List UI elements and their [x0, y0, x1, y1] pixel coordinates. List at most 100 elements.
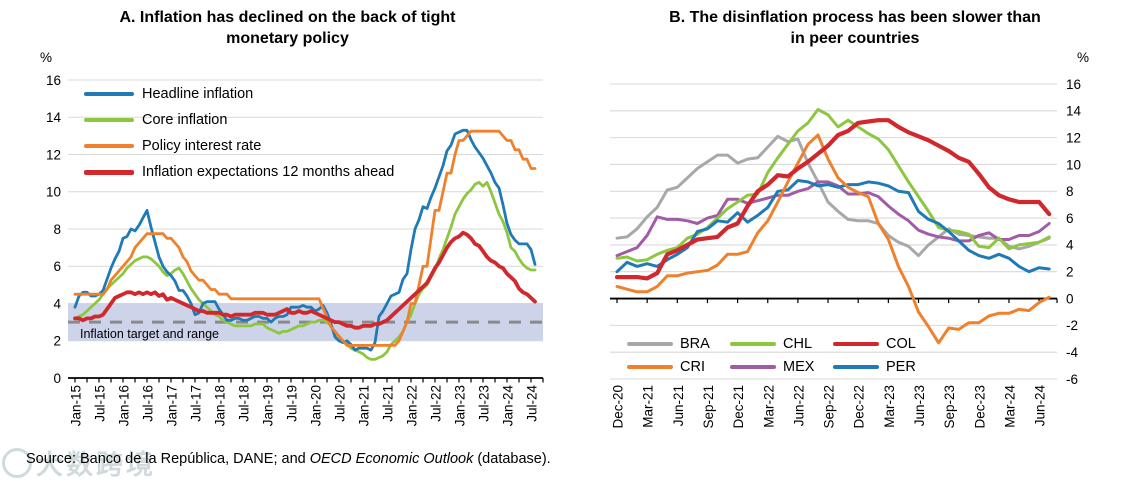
legend-row-1: BRA CHL COL [627, 332, 936, 355]
panel-b-chart: -6 -4 -2 0 2 4 6 8 10 12 14 16% Dec-20 Mar-21 Jun-21 Se… [610, 50, 1089, 429]
panel-a-title-line2: monetary policy [226, 30, 349, 48]
y-tick-label: 10 [46, 185, 61, 200]
legend-label: Policy interest rate [142, 138, 262, 154]
x-tick-label: Jul-21 [381, 385, 396, 422]
y-tick-label: 12 [46, 147, 61, 162]
panel-a-title: A. Inflation has declined on the back of… [70, 7, 505, 49]
source-prefix: Source: Banco de la República, DANE; and [26, 451, 310, 467]
x-tick-label: Sep-22 [822, 385, 837, 429]
per-legend-swatch [833, 364, 879, 369]
series-line-mex [615, 180, 1051, 258]
watermark-text: 大数跨境 [36, 450, 156, 480]
series-line-per [615, 179, 1051, 274]
x-tick-label: Jun-23 [912, 385, 927, 426]
legend-label: PER [886, 358, 916, 375]
x-tick-label: Jul-24 [525, 385, 540, 422]
policy-interest-rate-legend-swatch [84, 144, 134, 148]
legend-item-col: COL [833, 336, 936, 352]
x-tick-label: Jul-18 [237, 385, 252, 422]
panel-a-legend: Headline inflation Core inflation Policy… [84, 81, 394, 185]
legend-label: COL [886, 335, 916, 352]
x-tick-label: Jan-15 [69, 385, 84, 426]
y-tick-label: 0 [1066, 291, 1074, 306]
y-tick-label: -4 [1066, 345, 1078, 360]
y-tick-label: 14 [1066, 104, 1082, 119]
y-tick-label: 0 [53, 371, 61, 386]
y-tick-label: 8 [1066, 184, 1074, 199]
x-tick-label: Jul-17 [189, 385, 204, 422]
y-tick-label: 6 [1066, 211, 1074, 226]
x-tick-label: Jul-16 [141, 385, 156, 422]
series-line-policy-interest-rate [73, 129, 537, 347]
y-tick-label: 2 [53, 334, 61, 349]
y-tick-label: 14 [46, 110, 62, 125]
x-tick-label: Jan-16 [117, 385, 132, 426]
x-tick-label: Sep-21 [701, 385, 716, 429]
panel-b-legend: BRA CHL COL CRI MEX PER [627, 332, 936, 378]
legend-item-bra: BRA [627, 336, 730, 352]
x-tick-label: Jan-17 [165, 385, 180, 426]
source-suffix: (database). [473, 451, 551, 467]
x-tick-label: Mar-23 [882, 385, 897, 428]
series-line-headline-inflation [73, 128, 537, 352]
x-tick-label: Mar-24 [1002, 385, 1017, 428]
x-tick-label: Jan-23 [453, 385, 468, 426]
legend-item-headline-inflation: Headline inflation [84, 81, 394, 107]
legend-label: BRA [680, 335, 710, 352]
x-tick-label: Jul-22 [429, 385, 444, 422]
panel-b-title-line1: B. The disinflation process has been slo… [669, 9, 1041, 26]
x-tick-label: Jun-22 [791, 385, 806, 426]
legend-item-per: PER [833, 359, 936, 375]
legend-label: Inflation expectations 12 months ahead [142, 164, 395, 180]
x-tick-label: Jan-22 [405, 385, 420, 426]
y-tick-label: -2 [1066, 318, 1078, 333]
x-tick-label: Jan-19 [261, 385, 276, 426]
legend-label: Core inflation [142, 112, 228, 128]
y-tick-label: 12 [1066, 130, 1081, 145]
legend-item-inflation-expectations: Inflation expectations 12 months ahead [84, 159, 394, 185]
y-tick-label: 16 [46, 73, 61, 88]
cri-legend-swatch [627, 364, 673, 369]
series-line-chl [615, 108, 1051, 263]
series-line-bra [615, 134, 1051, 258]
headline-inflation-legend-swatch [84, 92, 134, 96]
legend-item-policy-interest-rate: Policy interest rate [84, 133, 394, 159]
y-tick-label: 4 [53, 296, 61, 311]
watermark-logo-icon [2, 447, 32, 478]
panel-b-title: B. The disinflation process has been slo… [640, 7, 1070, 49]
source-italic: OECD Economic Outlook [309, 451, 474, 467]
series-line-core-inflation [73, 180, 537, 361]
x-tick-label: Mar-21 [641, 385, 656, 428]
y-axis-unit: % [1077, 50, 1089, 65]
inflation-expectations-legend-swatch [84, 169, 134, 175]
x-tick-label: Sep-23 [942, 385, 957, 429]
x-tick-label: Dec-21 [731, 385, 746, 429]
col-legend-swatch [833, 341, 879, 346]
x-tick-label: Dec-20 [611, 385, 626, 429]
x-tick-label: Jun-21 [671, 385, 686, 426]
series-line-inflation-expectations-12-months-ahead [73, 230, 537, 330]
legend-item-chl: CHL [730, 336, 833, 352]
y-tick-label: 6 [53, 259, 61, 274]
x-tick-label: Dec-22 [852, 385, 867, 429]
source-note: Source: Banco de la República, DANE; and… [26, 451, 551, 467]
x-tick-label: Mar-22 [761, 385, 776, 428]
y-tick-label: -6 [1066, 372, 1078, 387]
y-axis-unit: % [40, 50, 52, 65]
x-tick-label: Dec-23 [972, 385, 987, 429]
y-tick-label: 2 [1066, 265, 1074, 280]
y-tick-label: 8 [53, 222, 61, 237]
chl-legend-swatch [730, 341, 776, 346]
mex-legend-swatch [730, 364, 776, 369]
legend-label: CHL [783, 335, 813, 352]
legend-row-2: CRI MEX PER [627, 355, 936, 378]
y-tick-label: 16 [1066, 77, 1081, 92]
x-tick-label: Jan-24 [501, 385, 516, 427]
watermark: 大数跨境 [2, 443, 156, 482]
legend-item-cri: CRI [627, 359, 730, 375]
y-tick-label: 4 [1066, 238, 1074, 253]
x-tick-label: Jul-23 [477, 385, 492, 422]
x-tick-label: Jul-19 [285, 385, 300, 422]
